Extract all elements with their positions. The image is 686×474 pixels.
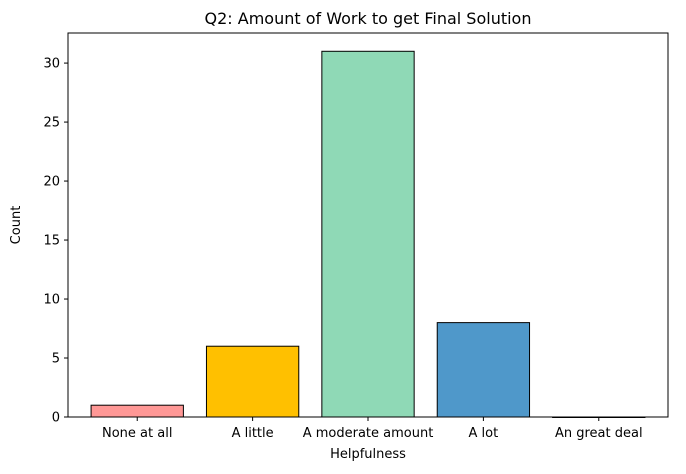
bar-1 [205,345,300,418]
y-tick-label: 0 [52,411,60,426]
x-tick-label: A lot [469,426,499,441]
y-tick-label: 25 [43,116,60,131]
x-axis-label: Helpfulness [330,447,406,462]
y-axis-label: Count [9,206,24,245]
bars-layer [90,50,646,418]
bar-0 [90,404,184,418]
y-tick-label: 5 [52,352,60,367]
x-tick-label: A moderate amount [303,426,434,441]
y-tick-label: 30 [43,57,60,72]
x-axis-ticks: None at all A little A moderate amount A lo… [102,417,643,441]
x-tick-label: A little [232,426,274,441]
bar-3 [436,322,531,418]
y-tick-label: 20 [43,175,60,190]
plot-frame [67,32,669,418]
chart-title: Q2: Amount of Work to get Final Solution [205,9,532,28]
y-axis-ticks: 0 5 10 15 20 25 30 [43,57,68,426]
x-tick-label: An great deal [555,426,643,441]
bar-2 [321,50,415,418]
y-tick-label: 10 [43,293,60,308]
x-tick-label: None at all [102,426,172,441]
y-tick-label: 15 [43,234,60,249]
